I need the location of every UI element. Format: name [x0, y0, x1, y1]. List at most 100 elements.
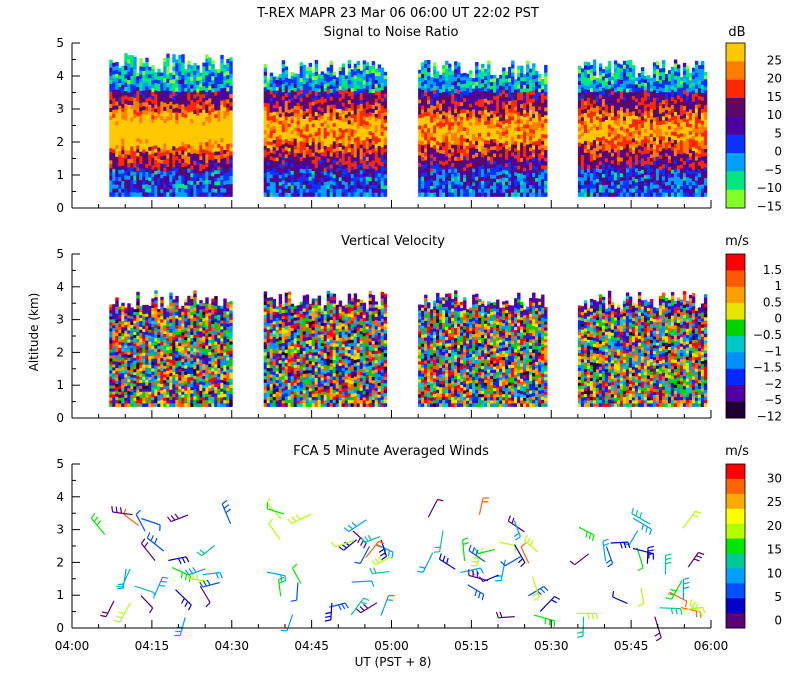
heatmap-cell [136, 149, 140, 154]
heatmap-cell [281, 72, 286, 77]
heatmap-cell [484, 98, 488, 103]
heatmap-cell [308, 180, 313, 186]
heatmap-cell [466, 138, 470, 143]
heatmap-cell [278, 192, 283, 197]
heatmap-cell [166, 57, 170, 63]
heatmap-cell [226, 71, 230, 76]
heatmap-cell [535, 155, 539, 160]
heatmap-cell [490, 178, 494, 183]
heatmap-cell [302, 80, 307, 85]
heatmap-cell [607, 96, 612, 102]
heatmap-cell [616, 130, 621, 135]
heatmap-cell [341, 153, 346, 158]
heatmap-cell [580, 91, 585, 96]
heatmap-cell [329, 164, 334, 169]
heatmap-cell [520, 138, 524, 143]
heatmap-cell [424, 192, 428, 197]
heatmap-cell [616, 122, 621, 127]
heatmap-cell [433, 133, 437, 138]
heatmap-cell [532, 188, 536, 193]
heatmap-cell [517, 177, 521, 182]
heatmap-cell [628, 144, 633, 149]
heatmap-cell [109, 63, 113, 69]
heatmap-cell [311, 192, 316, 197]
heatmap-cell [589, 80, 594, 85]
heatmap-cell [109, 59, 113, 65]
heatmap-cell [359, 89, 364, 94]
heatmap-cell [263, 169, 268, 174]
heatmap-cell [121, 77, 125, 82]
heatmap-cell [148, 139, 152, 144]
heatmap-cell [586, 74, 591, 79]
heatmap-cell [511, 156, 515, 161]
heatmap-cell [377, 80, 382, 85]
heatmap-cell [523, 95, 527, 100]
heatmap-cell [511, 84, 515, 89]
heatmap-cell [622, 188, 627, 193]
heatmap-cell [220, 104, 224, 110]
heatmap-cell [344, 118, 349, 123]
heatmap-cell [193, 172, 197, 178]
heatmap-cell [496, 127, 500, 131]
heatmap-cell [169, 185, 173, 190]
heatmap-cell [475, 149, 479, 154]
heatmap-cell [374, 181, 379, 186]
heatmap-cell [592, 164, 597, 169]
heatmap-cell [338, 177, 343, 182]
heatmap-cell [478, 99, 482, 104]
heatmap-cell [589, 95, 594, 101]
heatmap-cell [532, 71, 536, 76]
heatmap-cell [229, 139, 233, 144]
heatmap-cell [278, 178, 283, 183]
heatmap-cell [139, 78, 143, 84]
heatmap-cell [368, 184, 373, 190]
heatmap-cell [226, 75, 230, 80]
heatmap-cell [317, 106, 322, 111]
heatmap-cell [109, 67, 113, 73]
heatmap-cell [475, 89, 479, 95]
heatmap-cell [457, 70, 461, 75]
heatmap-cell [628, 188, 633, 193]
heatmap-cell [586, 153, 591, 158]
heatmap-cell [172, 183, 176, 189]
heatmap-cell [481, 149, 485, 154]
heatmap-cell [481, 180, 485, 186]
heatmap-cell [326, 124, 331, 129]
heatmap-cell [326, 154, 331, 159]
heatmap-cell [505, 163, 509, 168]
heatmap-cell [124, 82, 128, 88]
heatmap-cell [121, 73, 125, 78]
heatmap-cell [529, 91, 533, 96]
heatmap-cell [595, 112, 600, 117]
heatmap-cell [338, 139, 343, 144]
heatmap-cell [338, 112, 343, 117]
heatmap-cell [332, 167, 337, 172]
heatmap-cell [541, 117, 545, 121]
heatmap-cell [526, 148, 530, 153]
heatmap-cell [511, 148, 515, 153]
heatmap-cell [214, 121, 218, 126]
heatmap-cell [148, 85, 152, 91]
heatmap-cell [169, 167, 173, 172]
heatmap-cell [634, 193, 639, 197]
heatmap-cell [199, 127, 203, 132]
heatmap-cell [427, 156, 431, 161]
heatmap-cell [493, 192, 497, 197]
heatmap-cell [598, 145, 603, 150]
heatmap-cell [544, 95, 548, 101]
heatmap-cell [583, 133, 588, 138]
heatmap-cell [214, 192, 218, 197]
heatmap-cell [314, 180, 319, 185]
heatmap-cell [151, 88, 155, 93]
heatmap-cell [613, 184, 618, 189]
heatmap-cell [371, 85, 376, 90]
heatmap-cell [442, 111, 446, 116]
heatmap-cell [226, 192, 230, 197]
heatmap-cell [502, 192, 506, 197]
heatmap-cell [463, 178, 467, 183]
heatmap-cell [421, 180, 425, 186]
heatmap-cell [341, 169, 346, 174]
heatmap-cell [314, 124, 319, 129]
heatmap-cell [457, 94, 461, 99]
heatmap-cell [263, 102, 268, 108]
